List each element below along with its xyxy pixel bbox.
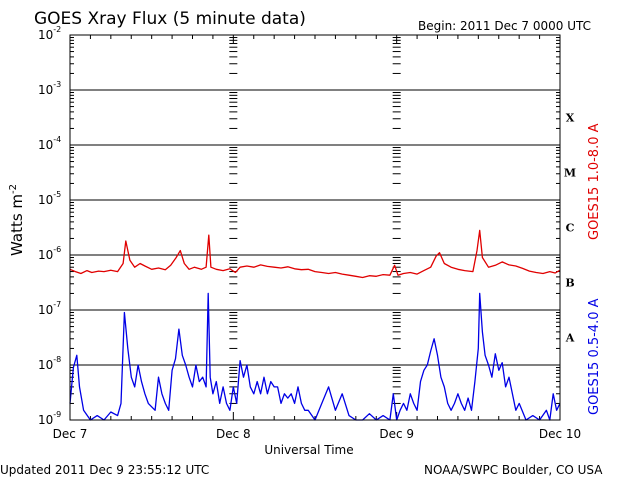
y-tick-exponent: -6	[53, 245, 61, 254]
series-line-1	[69, 292, 561, 421]
y-tick-base: 10	[38, 413, 53, 427]
x-tick-label-2: Dec 9	[379, 427, 414, 441]
flare-class-C: C	[566, 222, 575, 235]
grid	[70, 34, 560, 421]
flare-class-labels: X M C B A	[564, 112, 576, 345]
y-tick-label-2: 10-7	[38, 300, 61, 317]
y-axis-label: Watts m-2	[8, 184, 26, 256]
y-axis-label-superscript: -2	[8, 184, 19, 194]
plot-frame	[69, 34, 561, 421]
y-tick-exponent: -5	[53, 190, 61, 199]
y-tick-label-3: 10-6	[38, 245, 61, 262]
chart-title: GOES Xray Flux (5 minute data)	[34, 9, 306, 29]
y-tick-exponent: -7	[53, 300, 61, 309]
x-axis-label: Universal Time	[264, 443, 353, 457]
y-tick-label-6: 10-3	[38, 80, 61, 97]
y-tick-base: 10	[38, 138, 53, 152]
credit-label: NOAA/SWPC Boulder, CO USA	[424, 463, 603, 477]
x-tick-label-1: Dec 8	[216, 427, 251, 441]
series-label-short: GOES15 0.5-4.0 A	[587, 298, 602, 415]
begin-label: Begin: 2011 Dec 7 0000 UTC	[418, 19, 591, 33]
y-tick-base: 10	[38, 248, 53, 262]
y-axis-label-group: Watts m-2	[8, 184, 26, 256]
flare-class-B: B	[565, 277, 574, 290]
y-tick-label-4: 10-5	[38, 190, 61, 207]
y-tick-label-7: 10-2	[38, 25, 61, 42]
minor-ticks	[69, 35, 561, 420]
x-tick-label-0: Dec 7	[53, 427, 88, 441]
y-tick-labels: 10-910-810-710-610-510-410-310-2	[38, 25, 61, 427]
flare-class-M: M	[564, 167, 576, 180]
series-lines	[69, 229, 561, 421]
y-tick-base: 10	[38, 358, 53, 372]
y-axis-label-text: Watts m	[8, 194, 26, 256]
x-tick-labels: Dec 7 Dec 8 Dec 9 Dec 10	[53, 427, 581, 441]
y-tick-base: 10	[38, 303, 53, 317]
series-label-red-group: GOES15 1.0-8.0 A	[587, 123, 602, 240]
series-label-long: GOES15 1.0-8.0 A	[587, 123, 602, 240]
y-tick-label-0: 10-9	[38, 410, 61, 427]
y-tick-label-1: 10-8	[38, 355, 61, 372]
y-tick-exponent: -4	[53, 135, 61, 144]
series-label-blue-group: GOES15 0.5-4.0 A	[587, 298, 602, 415]
flare-class-A: A	[565, 332, 575, 345]
y-tick-base: 10	[38, 193, 53, 207]
flare-class-X: X	[566, 112, 575, 125]
y-tick-base: 10	[38, 83, 53, 97]
y-tick-label-5: 10-4	[38, 135, 61, 152]
y-tick-exponent: -8	[53, 355, 61, 364]
y-tick-exponent: -2	[53, 25, 61, 34]
series-line-0	[69, 229, 561, 279]
updated-label: Updated 2011 Dec 9 23:55:12 UTC	[0, 463, 209, 477]
y-tick-base: 10	[38, 28, 53, 42]
y-tick-exponent: -9	[53, 410, 61, 419]
y-tick-exponent: -3	[53, 80, 61, 89]
x-tick-label-3: Dec 10	[539, 427, 581, 441]
